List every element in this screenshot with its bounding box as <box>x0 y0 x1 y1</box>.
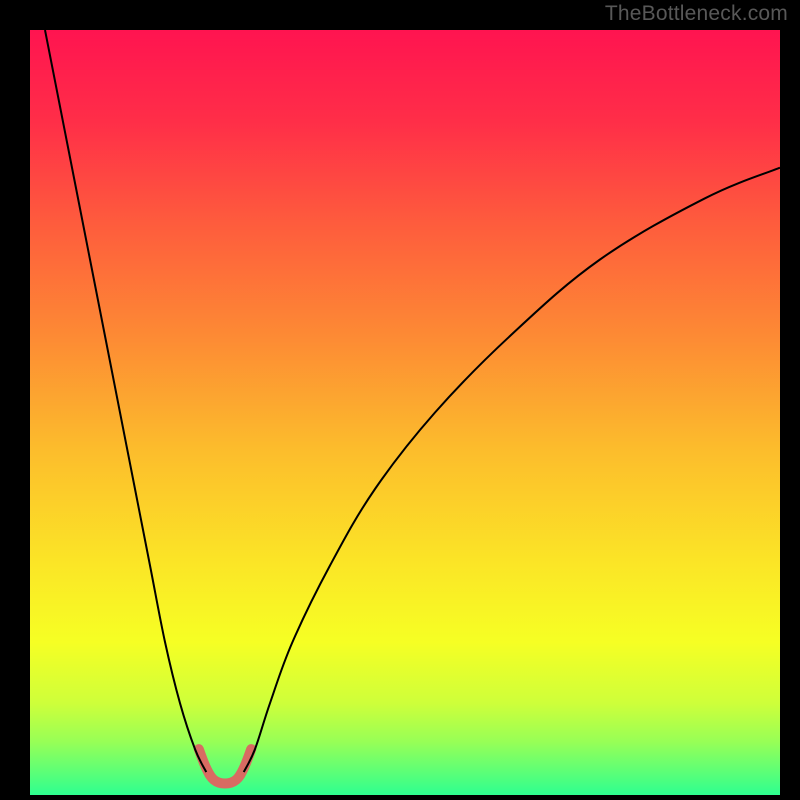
curve-layer <box>30 30 780 795</box>
bottleneck-curve-right-branch <box>244 168 780 772</box>
bottleneck-curve-left-branch <box>45 30 206 772</box>
valley-marker <box>199 749 252 783</box>
watermark-label: TheBottleneck.com <box>605 2 788 26</box>
plot-area <box>30 30 780 795</box>
chart-container: TheBottleneck.com <box>0 0 800 800</box>
